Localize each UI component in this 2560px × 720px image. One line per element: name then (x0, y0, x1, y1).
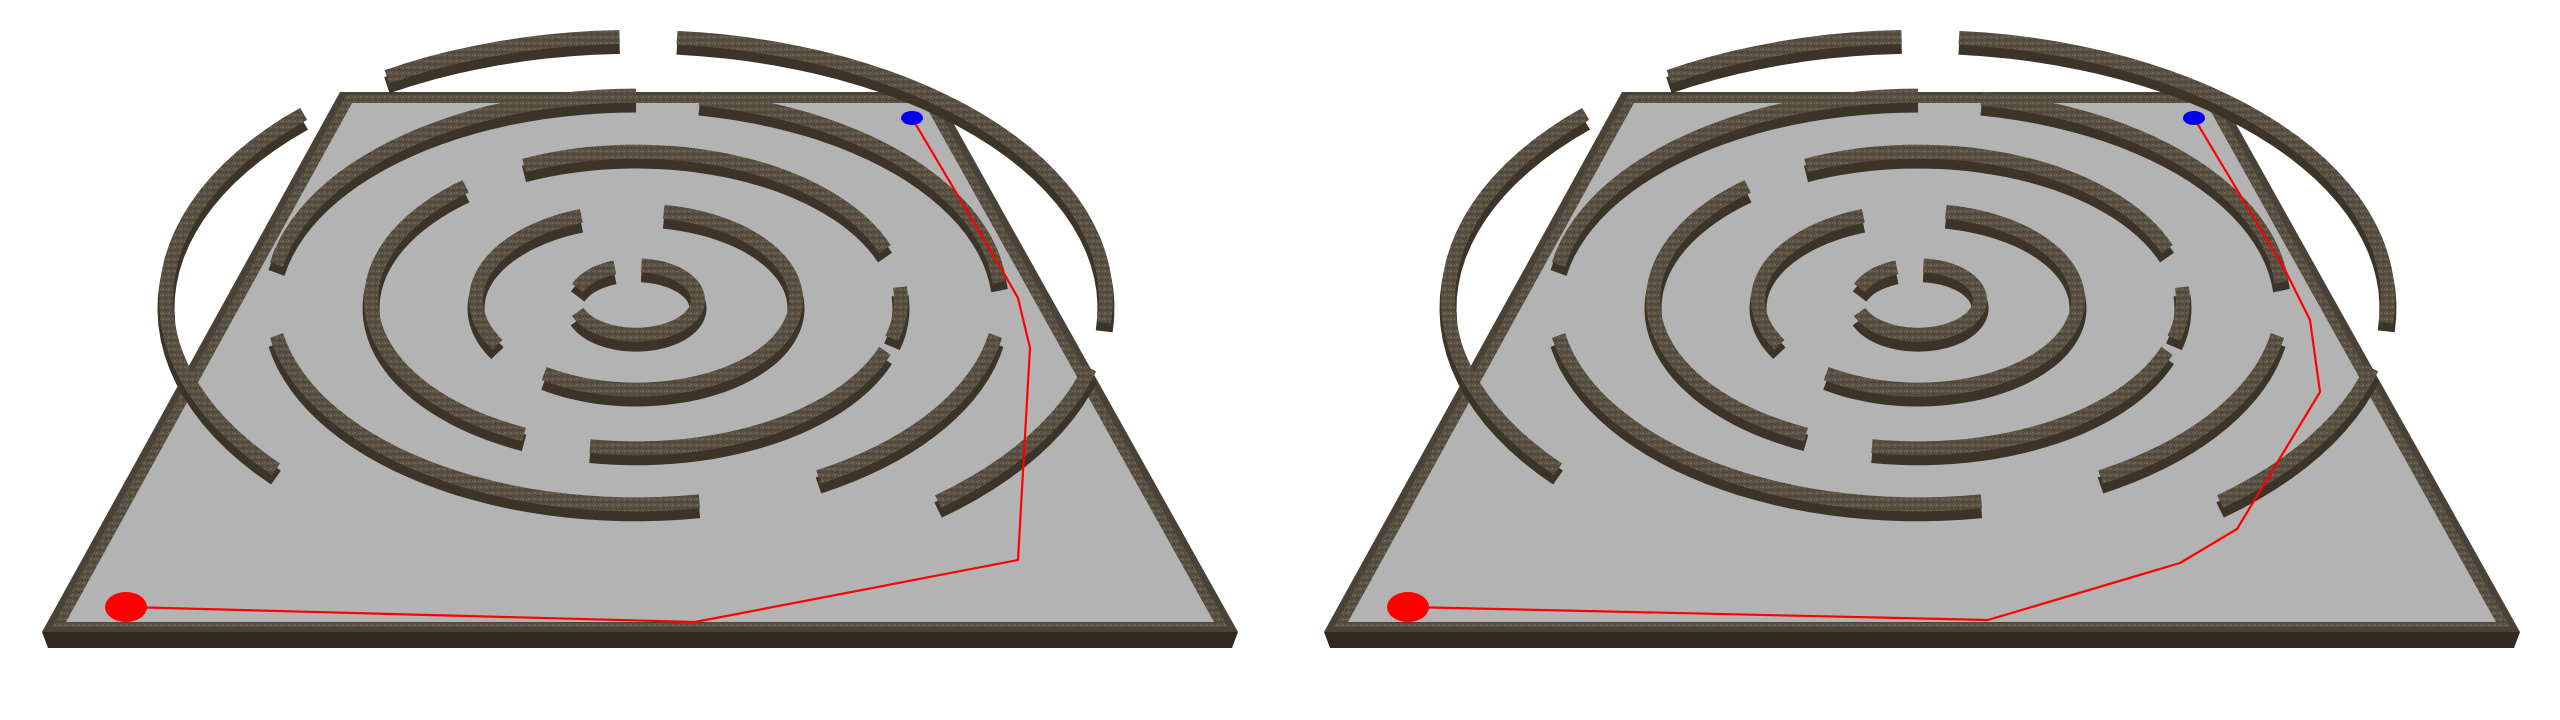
wall-segment (1646, 180, 1808, 442)
wall-segment (1958, 30, 2395, 324)
start-marker (1387, 592, 1429, 622)
wall-segment (384, 30, 620, 84)
wall-segment (1854, 260, 1899, 293)
solution-path (125, 117, 1032, 624)
wall-segment (1750, 208, 1865, 350)
wall-segment (269, 88, 637, 267)
wall-segment (1666, 30, 1902, 84)
wall-segment (885, 286, 909, 342)
wall-segment (589, 346, 891, 456)
wall-segment (2098, 333, 2285, 484)
board-edge (42, 632, 1238, 648)
wall-segment (364, 180, 526, 442)
wall-segment (1823, 204, 2086, 397)
maze-walls (1439, 30, 2397, 522)
wall-segment (935, 364, 1097, 508)
wall-segment (1551, 333, 1982, 512)
wall-segment (2217, 364, 2379, 508)
maze-floor (1348, 103, 2496, 622)
right-maze-view (1324, 30, 2520, 648)
wall-segment (269, 333, 700, 512)
start-marker (105, 592, 147, 622)
wall-segment (2167, 286, 2191, 342)
maze-floor (66, 103, 1214, 622)
solution-path (1407, 117, 2322, 622)
wall-side (1666, 36, 1902, 94)
wall-segment (816, 333, 1003, 484)
goal-marker (2183, 111, 2205, 125)
wall-segment (1440, 107, 1590, 475)
wall-segment (541, 204, 804, 397)
wall-segment (571, 258, 705, 342)
board-edge (1324, 632, 2520, 648)
wall-segment (158, 107, 308, 475)
goal-marker (901, 111, 923, 125)
wall-segment (1871, 346, 2173, 456)
wall-segment (1853, 258, 1987, 342)
left-maze-view (42, 30, 1238, 648)
wall-side (384, 36, 620, 94)
wall-segment (522, 144, 891, 254)
wall-segment (1551, 88, 1919, 267)
wall-segment (572, 260, 617, 293)
wall-segment (1804, 144, 2173, 254)
wall-segment (676, 30, 1113, 324)
wall-side (1852, 267, 1899, 302)
wall-side (570, 267, 617, 302)
wall-segment (468, 208, 583, 350)
